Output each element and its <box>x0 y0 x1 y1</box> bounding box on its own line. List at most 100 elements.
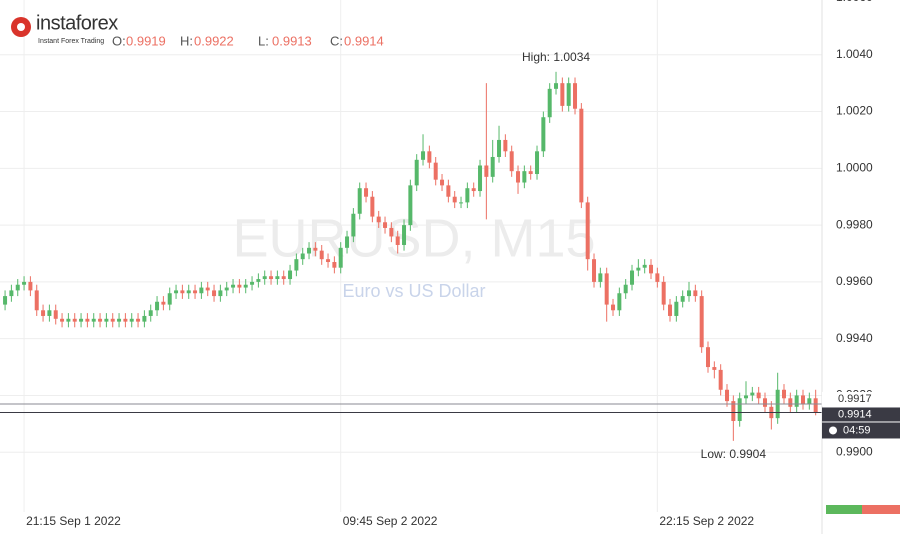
candle-body <box>535 151 540 175</box>
candle-body <box>440 179 445 186</box>
candle-body <box>123 318 128 322</box>
candle-body <box>611 304 616 311</box>
candle-body <box>427 151 432 163</box>
candle-body <box>3 296 8 305</box>
candle-body <box>497 139 502 157</box>
candle-body <box>541 117 546 152</box>
candle-body <box>9 290 14 297</box>
candle-body <box>332 262 337 268</box>
y-tick-label: 0.9940 <box>836 331 873 345</box>
candle-body <box>288 270 293 280</box>
candle-body <box>193 290 198 294</box>
candle-body <box>687 290 692 297</box>
candle-body <box>345 236 350 248</box>
candle-body <box>414 159 419 186</box>
candle-body <box>180 290 185 294</box>
price-tag-label: 0.9917 <box>838 393 872 405</box>
ohlc-value: 0.9922 <box>194 33 234 48</box>
candle-body <box>674 301 679 316</box>
candle-body <box>712 367 717 370</box>
candle-body <box>661 281 666 305</box>
candle-body <box>250 281 255 285</box>
candle-body <box>256 279 261 282</box>
watermark-title: EURUSD, M15 <box>232 208 595 268</box>
annotation: High: 1.0034 <box>522 50 590 64</box>
candle-body <box>243 284 248 288</box>
candle-body <box>649 264 654 274</box>
candle-body <box>104 318 109 322</box>
candle-body <box>452 196 457 203</box>
candle-body <box>528 171 533 175</box>
candle-body <box>478 165 483 192</box>
candle-body <box>813 398 818 413</box>
plot: High: 1.0034 Low: 0.9904 <box>0 50 822 461</box>
candle-body <box>680 296 685 302</box>
candle-body <box>617 293 622 311</box>
volume-bar <box>862 505 900 514</box>
candle-body <box>155 301 160 311</box>
candle-body <box>34 290 39 311</box>
candle-body <box>110 318 115 322</box>
candle-body <box>522 171 527 183</box>
candle-body <box>737 398 742 421</box>
candle-body <box>313 247 318 251</box>
candle-body <box>294 259 299 271</box>
y-tick-label: 1.0060 <box>836 0 873 4</box>
candle-body <box>237 284 242 288</box>
brand: instaforex <box>36 12 118 34</box>
candle-body <box>269 276 274 280</box>
candle-body <box>72 318 77 322</box>
candle-body <box>484 165 489 177</box>
candle-body <box>85 318 90 322</box>
annotation: Low: 0.9904 <box>701 447 767 461</box>
candle-body <box>744 395 749 399</box>
candle-body <box>566 83 571 106</box>
candle-body <box>47 310 52 316</box>
candle-body <box>459 202 464 204</box>
ohlc-label: H: <box>180 33 193 48</box>
candle-body <box>338 247 343 268</box>
countdown-icon <box>829 426 837 435</box>
candle-body <box>630 270 635 285</box>
price-tag <box>822 407 900 422</box>
candle-body <box>490 156 495 177</box>
candle-body <box>446 185 451 197</box>
candle-body <box>174 290 179 294</box>
tagline: Instant Forex Trading <box>38 38 104 45</box>
price-axis <box>822 0 900 534</box>
candle-body <box>15 284 20 291</box>
candle-body <box>262 276 267 280</box>
candle-body <box>655 273 660 282</box>
volume-bar <box>826 505 862 514</box>
x-tick-label: 09:45 Sep 2 2022 <box>343 514 438 528</box>
candle-body <box>370 196 375 217</box>
candle-body <box>465 188 470 203</box>
candle-body <box>148 310 153 316</box>
candle-body <box>28 281 33 291</box>
candle-body <box>731 401 736 421</box>
candle-body <box>642 264 647 268</box>
candle-body <box>604 273 609 305</box>
candle-body <box>218 290 223 297</box>
candle-body <box>433 162 438 180</box>
candle-body <box>782 389 787 399</box>
ohlc-value: 0.9914 <box>344 33 384 48</box>
ohlc-label: L: <box>258 33 269 48</box>
watermark-subtitle: Euro vs US Dollar <box>342 281 485 301</box>
candle-body <box>547 88 552 118</box>
x-tick-label: 22:15 Sep 2 2022 <box>659 514 754 528</box>
candle-body <box>98 318 103 322</box>
candle-body <box>300 253 305 260</box>
candle-body <box>79 318 84 322</box>
candle-body <box>351 213 356 237</box>
countdown-tag <box>822 422 900 439</box>
candle-body <box>718 369 723 390</box>
candle-body <box>503 139 508 152</box>
candle-body <box>585 202 590 260</box>
candle-body <box>807 398 812 404</box>
candle-body <box>136 318 141 322</box>
candle-body <box>756 392 761 399</box>
candle-body <box>408 185 413 226</box>
candle-body <box>60 318 65 322</box>
